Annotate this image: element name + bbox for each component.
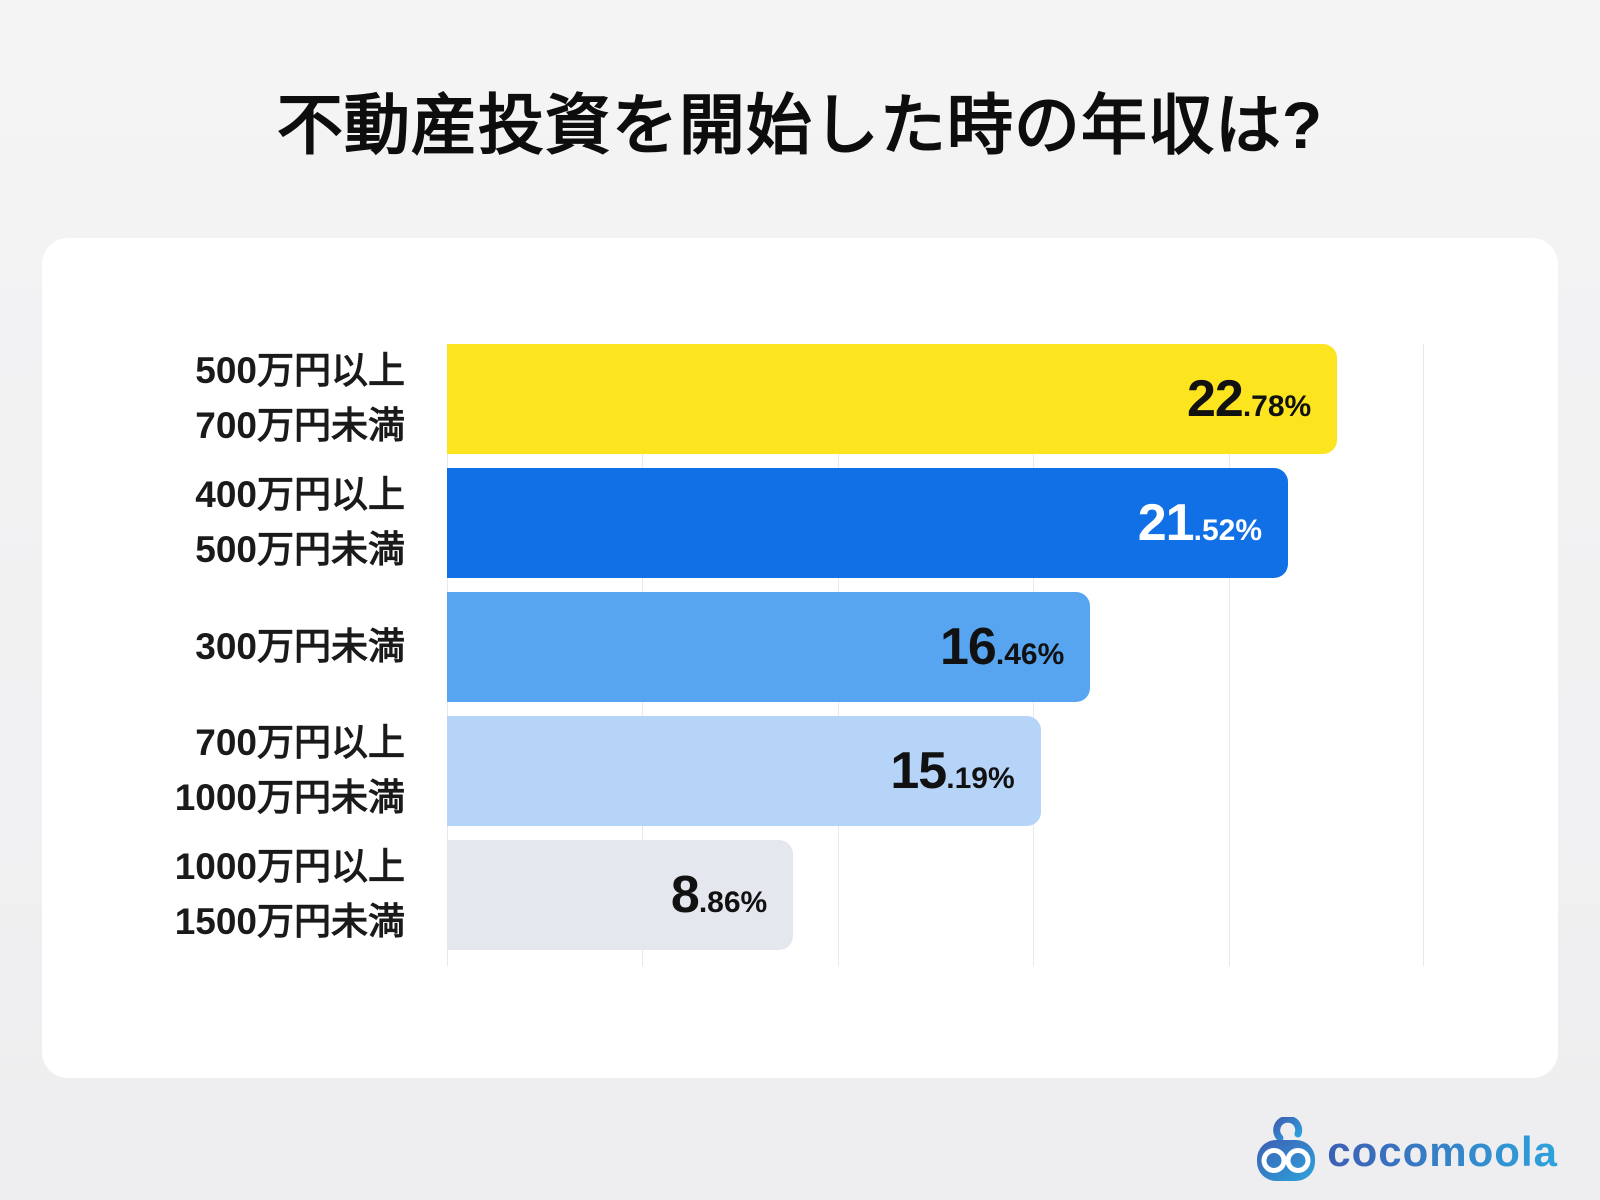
bar-row: 300万円未満 16.46%	[42, 592, 1558, 702]
cocomoola-submarine-icon	[1257, 1117, 1316, 1181]
value-decimal-percent: .78%	[1242, 390, 1312, 423]
value-label: 22.78%	[1187, 369, 1311, 429]
value-label: 15.19%	[890, 741, 1014, 801]
category-label: 400万円以上 500万円未満	[42, 468, 405, 578]
category-label-line: 300万円未満	[195, 625, 405, 667]
category-label: 700万円以上 1000万円未満	[42, 716, 405, 826]
value-integer: 22	[1187, 370, 1244, 428]
value-integer: 21	[1137, 494, 1195, 552]
value-label: 16.46%	[940, 617, 1064, 677]
bar: 22.78%	[447, 344, 1338, 454]
bar-row: 1000万円以上 1500万円未満 8.86%	[42, 840, 1558, 950]
bar-row: 500万円以上 700万円未満 22.78%	[42, 344, 1558, 454]
value-decimal-percent: .46%	[995, 638, 1065, 671]
category-label-line: 1000万円未満	[174, 777, 405, 818]
chart-title: 不動産投資を開始した時の年収は?	[276, 88, 1324, 162]
category-label-line: 700万円以上	[195, 722, 405, 764]
plot-area: 22.78%	[447, 344, 1424, 454]
category-label-line: 500万円未満	[195, 529, 405, 570]
value-decimal-percent: .52%	[1193, 514, 1262, 547]
value-label: 21.52%	[1138, 493, 1262, 553]
category-label-line: 700万円未満	[195, 405, 405, 446]
bar-row: 700万円以上 1000万円未満 15.19%	[42, 716, 1558, 826]
category-label-line: 500万円以上	[195, 350, 405, 392]
value-integer: 15	[890, 742, 947, 800]
cocomoola-logo-text: cocomoola	[1327, 1128, 1558, 1175]
value-decimal-percent: .19%	[946, 762, 1015, 795]
category-label-line: 400万円以上	[195, 474, 405, 516]
gridline	[1228, 344, 1230, 966]
category-label: 300万円未満	[42, 592, 405, 702]
category-label: 1000万円以上 1500万円未満	[42, 840, 405, 950]
value-label: 8.86%	[671, 865, 767, 925]
value-integer: 8	[670, 866, 700, 924]
value-integer: 16	[940, 618, 997, 676]
plot-area: 16.46%	[447, 592, 1424, 702]
bar: 21.52%	[447, 468, 1288, 578]
plot-area: 8.86%	[447, 840, 1424, 950]
bar: 8.86%	[447, 840, 794, 950]
bar: 15.19%	[447, 716, 1041, 826]
bar-row: 400万円以上 500万円未満 21.52%	[42, 468, 1558, 578]
chart-rows: 500万円以上 700万円未満 22.78% 400万円以上 500万円未満 21.52%…	[42, 344, 1558, 964]
cocomoola-logo: cocomoola	[1255, 1112, 1558, 1192]
plot-area: 21.52%	[447, 468, 1424, 578]
value-decimal-percent: .86%	[698, 886, 768, 919]
category-label-line: 1500万円未満	[174, 901, 405, 942]
bar: 16.46%	[447, 592, 1091, 702]
gridline	[1423, 344, 1424, 966]
category-label-line: 1000万円以上	[174, 846, 405, 888]
chart-card: 500万円以上 700万円未満 22.78% 400万円以上 500万円未満 21.52%…	[42, 238, 1558, 1078]
category-label: 500万円以上 700万円未満	[42, 344, 405, 454]
plot-area: 15.19%	[447, 716, 1424, 826]
